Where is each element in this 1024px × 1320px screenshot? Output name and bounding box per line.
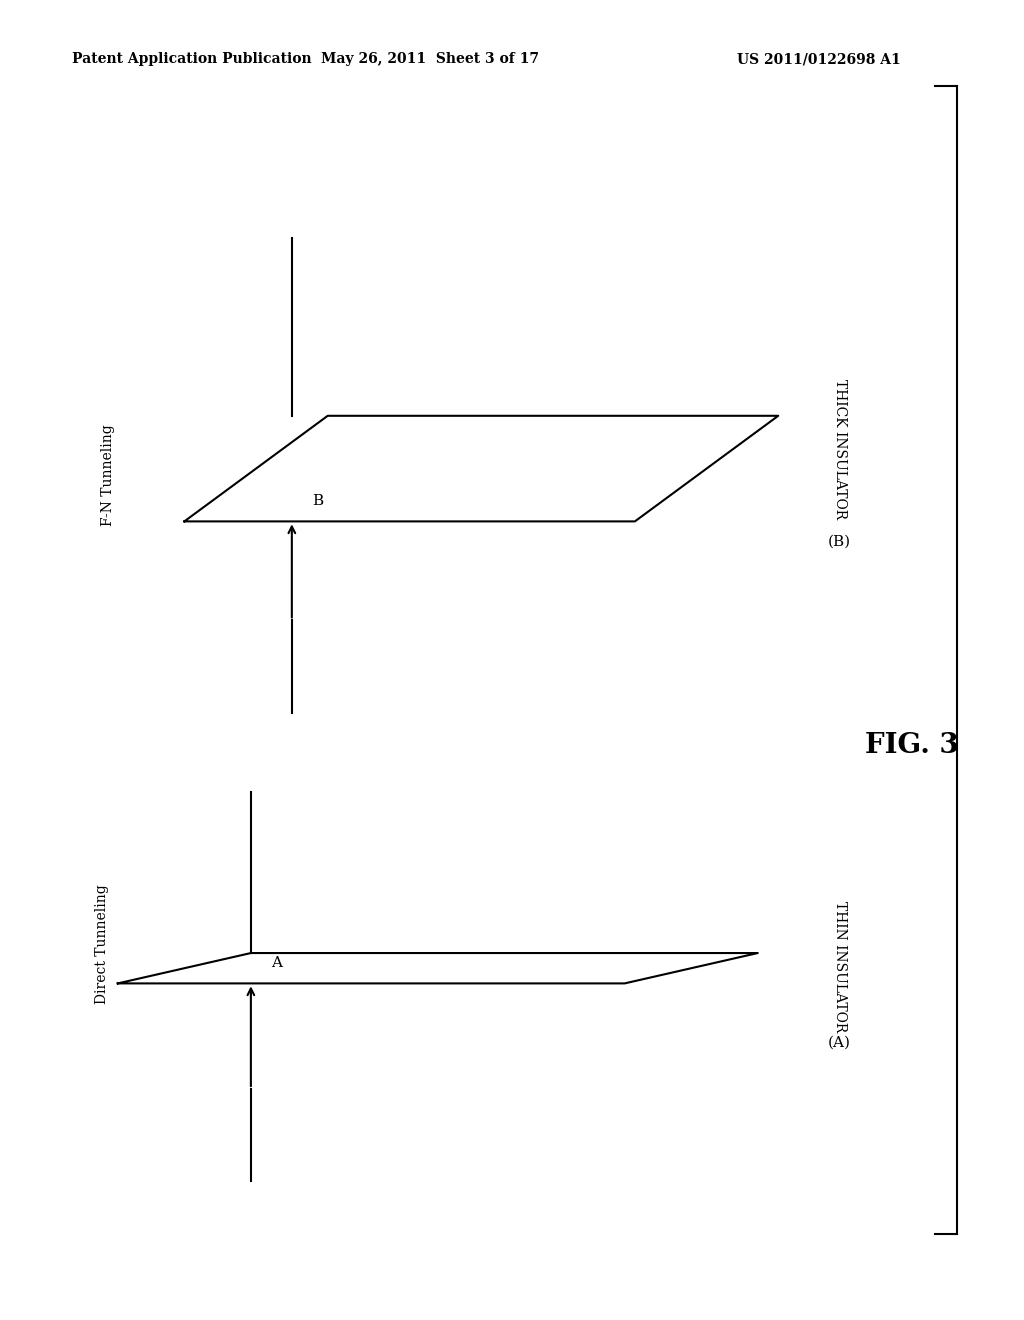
Text: Patent Application Publication: Patent Application Publication	[72, 53, 311, 66]
Text: THIN INSULATOR: THIN INSULATOR	[833, 900, 847, 1032]
Text: THICK INSULATOR: THICK INSULATOR	[833, 379, 847, 519]
Text: (B): (B)	[828, 535, 851, 548]
Text: May 26, 2011  Sheet 3 of 17: May 26, 2011 Sheet 3 of 17	[322, 53, 539, 66]
Text: FIG. 3: FIG. 3	[865, 733, 959, 759]
Text: A: A	[271, 956, 283, 970]
Text: Direct Tunneling: Direct Tunneling	[95, 884, 110, 1003]
Text: F-N Tunneling: F-N Tunneling	[100, 424, 115, 527]
Text: B: B	[312, 494, 324, 508]
Text: (A): (A)	[828, 1036, 851, 1049]
Text: US 2011/0122698 A1: US 2011/0122698 A1	[737, 53, 901, 66]
